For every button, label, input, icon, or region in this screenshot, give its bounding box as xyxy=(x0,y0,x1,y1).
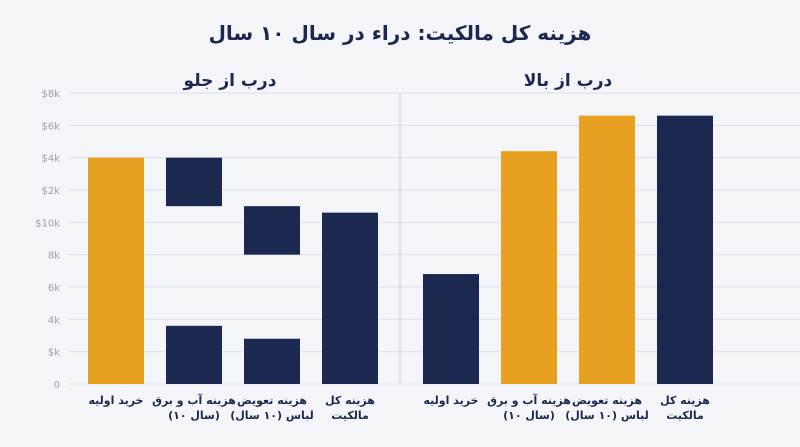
category-label: هزینه کل مالکیت xyxy=(660,394,710,422)
y-tick-label: $2k xyxy=(41,186,60,197)
y-tick-label: 0 xyxy=(54,380,60,391)
bar-segment xyxy=(423,274,479,384)
y-tick-label: $6k xyxy=(41,121,60,132)
category-label: خرید اولیه xyxy=(424,394,479,407)
bar-segment xyxy=(322,212,378,384)
y-tick-label: 6k xyxy=(48,283,60,294)
bar-segment xyxy=(244,206,300,255)
panel-title: درب از بالا xyxy=(524,71,613,91)
category-label: هزینه تعویض لباس (۱۰ سال) xyxy=(230,394,314,422)
panel-titles: درب از جلو درب از بالا xyxy=(183,71,613,91)
bar-segment xyxy=(244,338,300,384)
category-label: هزینه تعویض لباس (۱۰ سال) xyxy=(565,394,649,422)
bar-segment xyxy=(166,325,222,384)
category-labels: خرید اولیه هزینه آب و برق (۱۰ سال)هزینه تع… xyxy=(89,393,710,422)
category-label: خرید اولیه xyxy=(89,394,144,407)
bar-segment xyxy=(166,157,222,207)
chart-title: هزینه کل مالکیت: دراء در سال ۱۰ سال xyxy=(209,21,592,45)
y-tick-label: 8k xyxy=(48,251,60,262)
y-tick-label: $4k xyxy=(41,154,60,165)
y-tick-label: $k xyxy=(48,348,60,359)
bar-segment xyxy=(657,115,713,384)
bar-segment xyxy=(501,151,557,384)
category-label: هزینه آب و برق (۱۰ سال) xyxy=(152,393,236,422)
y-tick-label: 4k xyxy=(48,315,60,326)
bar-layer xyxy=(88,115,713,384)
y-axis-ticks: 0 $k 4k 6k 8k $10k $2k $4k $6k $8k xyxy=(35,89,60,391)
bar-segment xyxy=(88,157,144,384)
y-tick-label: $8k xyxy=(41,89,60,100)
bar-segment xyxy=(579,115,635,384)
panel-title: درب از جلو xyxy=(183,71,277,91)
y-tick-label: $10k xyxy=(35,218,60,229)
category-label: هزینه آب و برق (۱۰ سال) xyxy=(487,393,571,422)
category-label: هزینه کل مالکیت xyxy=(325,394,375,422)
